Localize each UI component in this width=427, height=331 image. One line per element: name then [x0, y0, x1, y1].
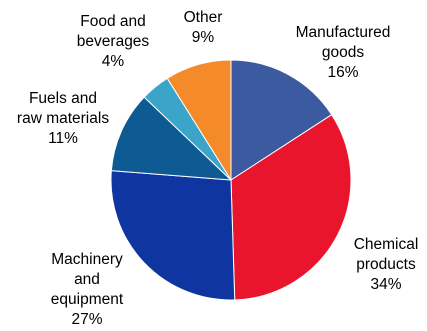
slice-percent-chemical-products: 34%: [370, 276, 401, 293]
slice-percent-other: 9%: [192, 29, 215, 46]
pie-slice-other: [166, 59, 232, 182]
slice-label-chemical-products: Chemical products 34%: [354, 236, 419, 293]
slice-label-machinery-and-equipment: Machinery and equipment 27%: [51, 251, 124, 328]
slice-percent-fuels-and-raw-materials: 11%: [48, 130, 78, 147]
slice-name-line-other: Other: [184, 9, 223, 26]
slice-name-line-machinery-and-equipment: and: [74, 271, 100, 288]
slice-name-line-chemical-products: Chemical: [354, 236, 419, 253]
slice-name-line-manufactured-goods: goods: [322, 44, 364, 61]
slice-label-other: Other 9%: [184, 9, 223, 46]
slice-name-line-fuels-and-raw-materials: raw materials: [17, 110, 109, 127]
slices-layer: [110, 59, 352, 301]
slice-percent-manufactured-goods: 16%: [327, 64, 358, 81]
slice-name-line-food-and-beverages: Food and: [80, 13, 146, 30]
slice-name-line-fuels-and-raw-materials: Fuels and: [29, 90, 97, 107]
slice-name-line-machinery-and-equipment: Machinery: [51, 251, 123, 268]
slice-label-fuels-and-raw-materials: Fuels and raw materials 11%: [17, 90, 109, 147]
pie-slice-chemical-products: [230, 114, 352, 301]
slice-name-line-machinery-and-equipment: equipment: [51, 291, 124, 308]
pie-slice-machinery-and-equipment: [110, 170, 236, 301]
slice-percent-food-and-beverages: 4%: [102, 53, 125, 70]
slice-percent-machinery-and-equipment: 27%: [71, 311, 102, 328]
slice-name-line-chemical-products: products: [356, 256, 416, 273]
slice-name-line-manufactured-goods: Manufactured: [296, 24, 391, 41]
slice-label-food-and-beverages: Food and beverages 4%: [77, 13, 150, 70]
pie-slice-fuels-and-raw-materials: [110, 96, 233, 181]
pie-slice-manufactured-goods: [230, 59, 333, 181]
slice-label-manufactured-goods: Manufactured goods 16%: [296, 24, 391, 81]
labels-layer: Manufactured goods 16% Chemical products 34% M…: [17, 9, 418, 328]
slice-name-line-food-and-beverages: beverages: [77, 33, 150, 50]
